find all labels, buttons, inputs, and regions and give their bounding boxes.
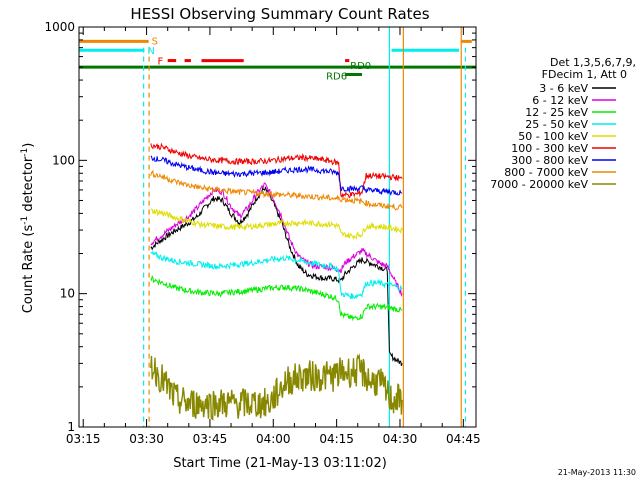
x-tick-label-6: 04:45 xyxy=(446,432,481,446)
y-tick-label-1: 10 xyxy=(60,287,75,301)
series-line-0 xyxy=(150,186,403,366)
series-layer xyxy=(150,142,403,421)
series-line-5 xyxy=(150,142,403,200)
x-tick-label-2: 03:45 xyxy=(193,432,228,446)
chart-title: HESSI Observing Summary Count Rates xyxy=(130,5,429,23)
legend-label-8: 7000 - 20000 keV xyxy=(490,178,588,191)
series-line-7 xyxy=(150,169,403,211)
status-label-f: F xyxy=(158,57,164,68)
series-line-1 xyxy=(150,182,403,298)
legend-label-1: 6 - 12 keV xyxy=(532,94,588,107)
series-line-3 xyxy=(150,250,403,300)
status-label-s: S xyxy=(152,36,158,47)
y-axis-label: Count Rate (s-1 detector-1) xyxy=(20,143,36,314)
legend-label-5: 100 - 300 keV xyxy=(511,142,588,155)
legend: Det 1,3,5,6,7,9, FDecim 1, Att 0 3 - 6 k… xyxy=(490,56,636,191)
status-label-rd0: RD0 xyxy=(350,61,371,72)
x-tick-label-4: 04:15 xyxy=(319,432,354,446)
status-label-rd6: RD6 xyxy=(326,72,347,83)
x-tick-label-0: 03:15 xyxy=(66,432,101,446)
x-axis-label: Start Time (21-May-13 03:11:02) xyxy=(173,456,387,471)
legend-label-6: 300 - 800 keV xyxy=(511,154,588,167)
series-line-8 xyxy=(150,353,403,421)
series-line-6 xyxy=(150,155,403,196)
status-label-n: N xyxy=(147,46,154,57)
legend-header-2: FDecim 1, Att 0 xyxy=(542,68,627,81)
footer-timestamp: 21-May-2013 11:30 xyxy=(558,468,636,477)
legend-label-7: 800 - 7000 keV xyxy=(504,166,588,179)
legend-label-3: 25 - 50 keV xyxy=(525,118,588,131)
series-line-4 xyxy=(150,208,403,240)
plot-frame xyxy=(78,26,477,428)
annotations-layer xyxy=(79,27,476,427)
y-tick-label-2: 100 xyxy=(52,153,75,167)
legend-header-1: Det 1,3,5,6,7,9, xyxy=(550,56,636,69)
legend-label-4: 50 - 100 keV xyxy=(518,130,588,143)
legend-label-2: 12 - 25 keV xyxy=(525,106,588,119)
legend-label-0: 3 - 6 keV xyxy=(539,82,588,95)
series-line-2 xyxy=(150,274,403,322)
y-tick-label-0: 1 xyxy=(67,420,75,434)
x-tick-label-3: 04:00 xyxy=(256,432,291,446)
y-tick-label-3: 1000 xyxy=(44,20,75,34)
x-tick-label-5: 04:30 xyxy=(383,432,418,446)
x-tick-label-1: 03:30 xyxy=(129,432,164,446)
